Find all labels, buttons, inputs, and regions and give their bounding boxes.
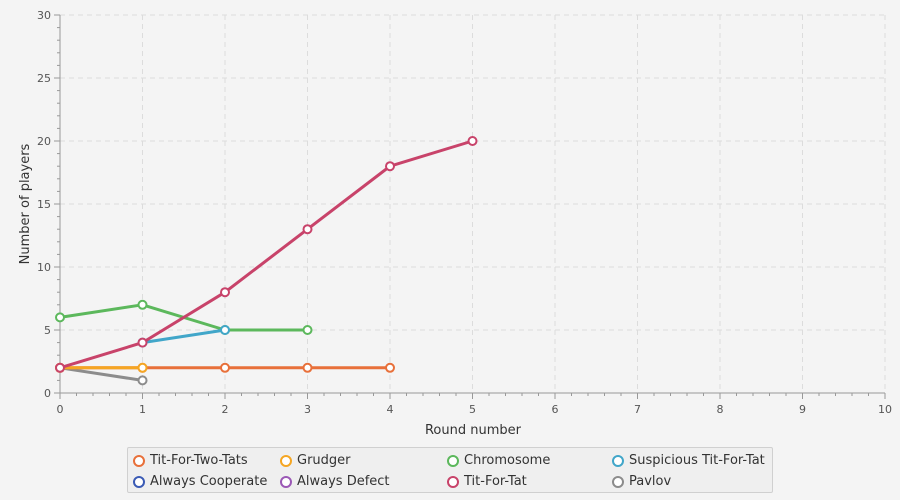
legend-label: Tit-For-Tat (464, 474, 527, 489)
data-point-suspicious-tit-for-tat[interactable] (220, 325, 230, 335)
legend-marker-icon (133, 454, 145, 467)
y-tick-label: 30 (37, 9, 51, 22)
y-axis-title: Number of players (18, 143, 33, 264)
x-tick-label: 9 (799, 403, 806, 416)
legend-item-chromosome[interactable]: Chromosome (447, 453, 550, 468)
data-point-chromosome[interactable] (137, 299, 148, 310)
data-point-chromosome[interactable] (55, 312, 65, 323)
y-tick-label: 15 (37, 198, 51, 211)
y-tick-label: 25 (37, 72, 51, 85)
x-tick-label: 6 (552, 403, 559, 416)
legend-marker-icon (612, 475, 624, 488)
legend-label: Chromosome (464, 453, 551, 468)
data-point-tit-for-tat[interactable] (55, 362, 65, 373)
x-tick-label: 8 (717, 403, 724, 416)
grid (60, 14, 886, 393)
legend-item-suspicious-tit-for-tat[interactable]: Suspicious Tit-For-Tat (612, 453, 765, 468)
data-point-grudger[interactable] (137, 362, 148, 373)
x-tick-label: 4 (387, 403, 394, 416)
legend-marker-icon (447, 454, 459, 467)
x-tick-label: 0 (57, 403, 64, 416)
legend-item-tit-for-two-tats[interactable]: Tit-For-Two-Tats (133, 453, 248, 468)
legend-marker-icon (133, 475, 145, 488)
x-axis-title: Round number (425, 423, 522, 438)
legend-label: Always Cooperate (150, 474, 268, 489)
series-line-suspicious-tit-for-tat (141, 328, 227, 345)
data-point-tit-for-two-tats[interactable] (385, 362, 395, 373)
line-chart: 0 5 10 15 20 25 30 0 1 2 3 4 5 6 7 8 9 10 Round number Nu… (18, 9, 892, 438)
y-tick-label: 10 (37, 261, 51, 274)
x-tick-label: 10 (878, 403, 892, 416)
legend-label: Always Defect (297, 474, 390, 489)
y-tick-label: 0 (44, 387, 51, 400)
data-point-chromosome[interactable] (302, 325, 313, 335)
y-tick-label: 20 (37, 135, 51, 148)
legend-item-pavlov[interactable]: Pavlov (612, 474, 671, 489)
data-point-pavlov[interactable] (137, 375, 148, 386)
data-point-tit-for-tat[interactable] (220, 287, 230, 298)
legend-label: Suspicious Tit-For-Tat (629, 453, 765, 468)
data-point-tit-for-two-tats[interactable] (302, 362, 313, 373)
series-line-tit-for-tat (58, 139, 474, 370)
series-line-pavlov (58, 366, 144, 382)
x-tick-label: 3 (304, 403, 311, 416)
legend: Tit-For-Two-Tats Grudger Chromosome Suspici… (127, 447, 773, 493)
y-tick-label: 5 (44, 324, 51, 337)
legend-label: Grudger (297, 453, 351, 468)
x-tick-label: 1 (139, 403, 146, 416)
legend-marker-icon (447, 475, 459, 488)
data-point-tit-for-tat[interactable] (137, 337, 148, 348)
data-point-tit-for-tat[interactable] (302, 224, 313, 235)
legend-marker-icon (280, 475, 292, 488)
legend-marker-icon (280, 454, 292, 467)
legend-item-grudger[interactable]: Grudger (280, 453, 351, 468)
series-tit-for-tat (55, 136, 478, 373)
legend-item-always-defect[interactable]: Always Defect (280, 474, 390, 489)
x-tick-label: 5 (469, 403, 476, 416)
axes: 0 5 10 15 20 25 30 0 1 2 3 4 5 6 7 8 9 10 (37, 9, 892, 416)
legend-item-always-cooperate[interactable]: Always Cooperate (133, 474, 267, 489)
data-point-tit-for-tat[interactable] (385, 161, 395, 172)
data-point-tit-for-tat[interactable] (467, 136, 478, 146)
legend-label: Pavlov (629, 474, 672, 489)
data-point-tit-for-two-tats[interactable] (220, 362, 230, 373)
x-tick-label: 7 (634, 403, 641, 416)
series-lines (55, 136, 478, 386)
legend-item-tit-for-tat[interactable]: Tit-For-Tat (447, 474, 527, 489)
legend-marker-icon (612, 454, 624, 467)
legend-label: Tit-For-Two-Tats (150, 453, 248, 468)
x-tick-label: 2 (222, 403, 229, 416)
